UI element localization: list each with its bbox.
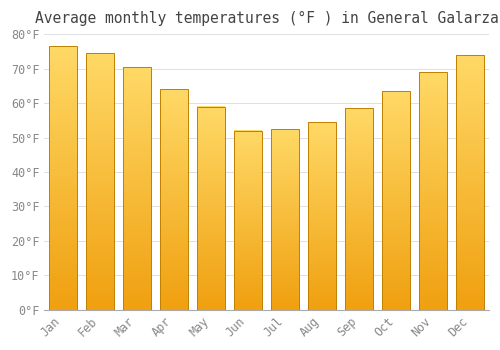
- Title: Average monthly temperatures (°F ) in General Galarza: Average monthly temperatures (°F ) in Ge…: [35, 11, 498, 26]
- Bar: [49, 46, 77, 310]
- Bar: [272, 129, 299, 310]
- Bar: [346, 108, 373, 310]
- Bar: [234, 131, 262, 310]
- Bar: [160, 89, 188, 310]
- Bar: [420, 72, 447, 310]
- Bar: [308, 122, 336, 310]
- Bar: [86, 53, 114, 310]
- Bar: [197, 106, 225, 310]
- Bar: [456, 55, 484, 310]
- Bar: [382, 91, 410, 310]
- Bar: [123, 67, 151, 310]
